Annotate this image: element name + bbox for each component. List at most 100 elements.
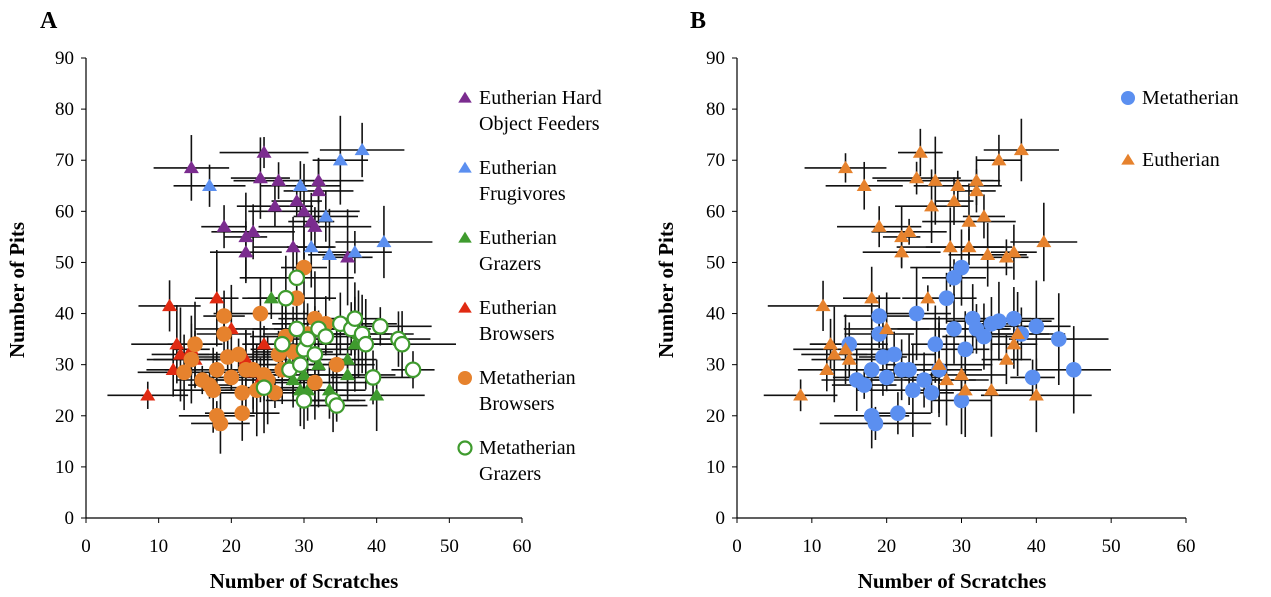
- data-point: [1050, 331, 1067, 347]
- data-point: [277, 289, 295, 307]
- data-point: [946, 321, 962, 337]
- x-tick-label: 40: [367, 536, 386, 557]
- data-point: [273, 335, 291, 353]
- data-point: [815, 298, 831, 312]
- data-point: [216, 308, 232, 324]
- legend-label: Metatherian: [1142, 87, 1239, 109]
- data-point: [209, 361, 225, 378]
- data-point: [939, 372, 955, 386]
- data-point: [346, 310, 364, 327]
- data-point: [864, 291, 880, 304]
- legend-marker: [457, 440, 473, 456]
- data-point: [968, 173, 984, 186]
- data-point: [856, 377, 873, 393]
- data-point: [288, 269, 306, 287]
- data-point: [916, 372, 932, 388]
- data-point: [328, 356, 345, 373]
- legend-label: Browsers: [479, 323, 555, 345]
- data-point: [271, 173, 287, 186]
- data-point: [826, 347, 842, 360]
- data-point: [321, 247, 337, 260]
- legend-marker: [458, 231, 472, 243]
- y-tick-label: 50: [706, 252, 725, 273]
- data-point: [311, 173, 327, 186]
- legend: Eutherian Hard Object Feeders Eutherian Fru…: [457, 87, 602, 485]
- data-point: [245, 224, 261, 237]
- data-point: [1036, 234, 1052, 248]
- legend-marker: [1121, 153, 1135, 165]
- data-point: [223, 369, 240, 386]
- data-point: [890, 405, 906, 422]
- data-point: [950, 178, 966, 191]
- data-point: [1006, 245, 1022, 258]
- x-tick-label: 0: [81, 536, 91, 557]
- legend-label: Grazers: [479, 463, 541, 485]
- data-point: [340, 250, 356, 263]
- data-point: [931, 357, 947, 370]
- legend-marker: [458, 91, 472, 103]
- data-point: [205, 382, 221, 399]
- data-point: [176, 364, 192, 381]
- x-tick-label: 0: [732, 536, 742, 557]
- data-point: [202, 178, 218, 191]
- y-axis-title: Number of Pits: [654, 222, 678, 358]
- data-point: [976, 209, 992, 222]
- data-point: [285, 372, 301, 386]
- panel-b: B Number of Pits Number of Scratches 0 10…: [654, 8, 1239, 593]
- data-point: [927, 336, 944, 353]
- data-point: [140, 388, 156, 401]
- x-tick-label: 30: [952, 536, 971, 557]
- data-point: [238, 245, 254, 258]
- y-tick-label: 20: [706, 406, 725, 427]
- data-point: [285, 239, 301, 253]
- data-point: [296, 367, 312, 381]
- y-tick-label: 40: [706, 304, 725, 325]
- data-point: [938, 290, 955, 307]
- y-tick-label: 90: [55, 48, 74, 69]
- data-point: [332, 153, 348, 166]
- x-tick-label: 50: [1102, 536, 1121, 557]
- legend-label: Eutherian Hard: [479, 87, 602, 109]
- legend-marker: [458, 301, 472, 313]
- data-point: [968, 183, 984, 197]
- x-tick-label: 30: [295, 536, 314, 557]
- data-point: [946, 193, 962, 207]
- panel-a: A Number of Pits Number of Scratches 0 10…: [5, 8, 602, 593]
- legend-label: Metatherian: [479, 367, 576, 389]
- y-tick-label: 60: [55, 201, 74, 222]
- legend-label: Eutherian: [1142, 149, 1220, 171]
- data-point: [299, 330, 316, 348]
- x-tick-label: 60: [513, 536, 532, 557]
- x-axis-title: Number of Scratches: [210, 569, 399, 593]
- y-tick-label: 80: [55, 99, 74, 120]
- y-tick-label: 20: [55, 406, 74, 427]
- data-point: [252, 170, 268, 184]
- data-point: [292, 356, 309, 373]
- legend-label: Eutherian: [479, 227, 557, 249]
- data-point: [318, 209, 334, 222]
- data-point: [216, 326, 232, 342]
- data-point: [909, 170, 925, 184]
- legend-label: Eutherian: [479, 297, 557, 319]
- data-point: [364, 369, 382, 386]
- y-tick-label: 90: [706, 48, 725, 69]
- data-point: [838, 342, 854, 355]
- legend-label: Object Feeders: [479, 113, 600, 135]
- x-tick-label: 10: [802, 536, 821, 557]
- data-point: [371, 318, 389, 335]
- data-point: [1010, 326, 1026, 340]
- y-tick-label: 70: [706, 150, 725, 171]
- data-point: [901, 361, 917, 378]
- data-point: [957, 341, 974, 358]
- data-point: [908, 305, 925, 322]
- legend-marker: [457, 370, 473, 386]
- data-point: [187, 336, 203, 353]
- y-tick-label: 10: [706, 457, 725, 478]
- y-tick-label: 50: [55, 252, 74, 273]
- data-point: [404, 361, 422, 379]
- x-tick-label: 20: [877, 536, 896, 557]
- data-point: [307, 219, 323, 232]
- data-point: [209, 291, 225, 304]
- data-point: [905, 382, 921, 399]
- y-tick-label: 30: [55, 355, 74, 376]
